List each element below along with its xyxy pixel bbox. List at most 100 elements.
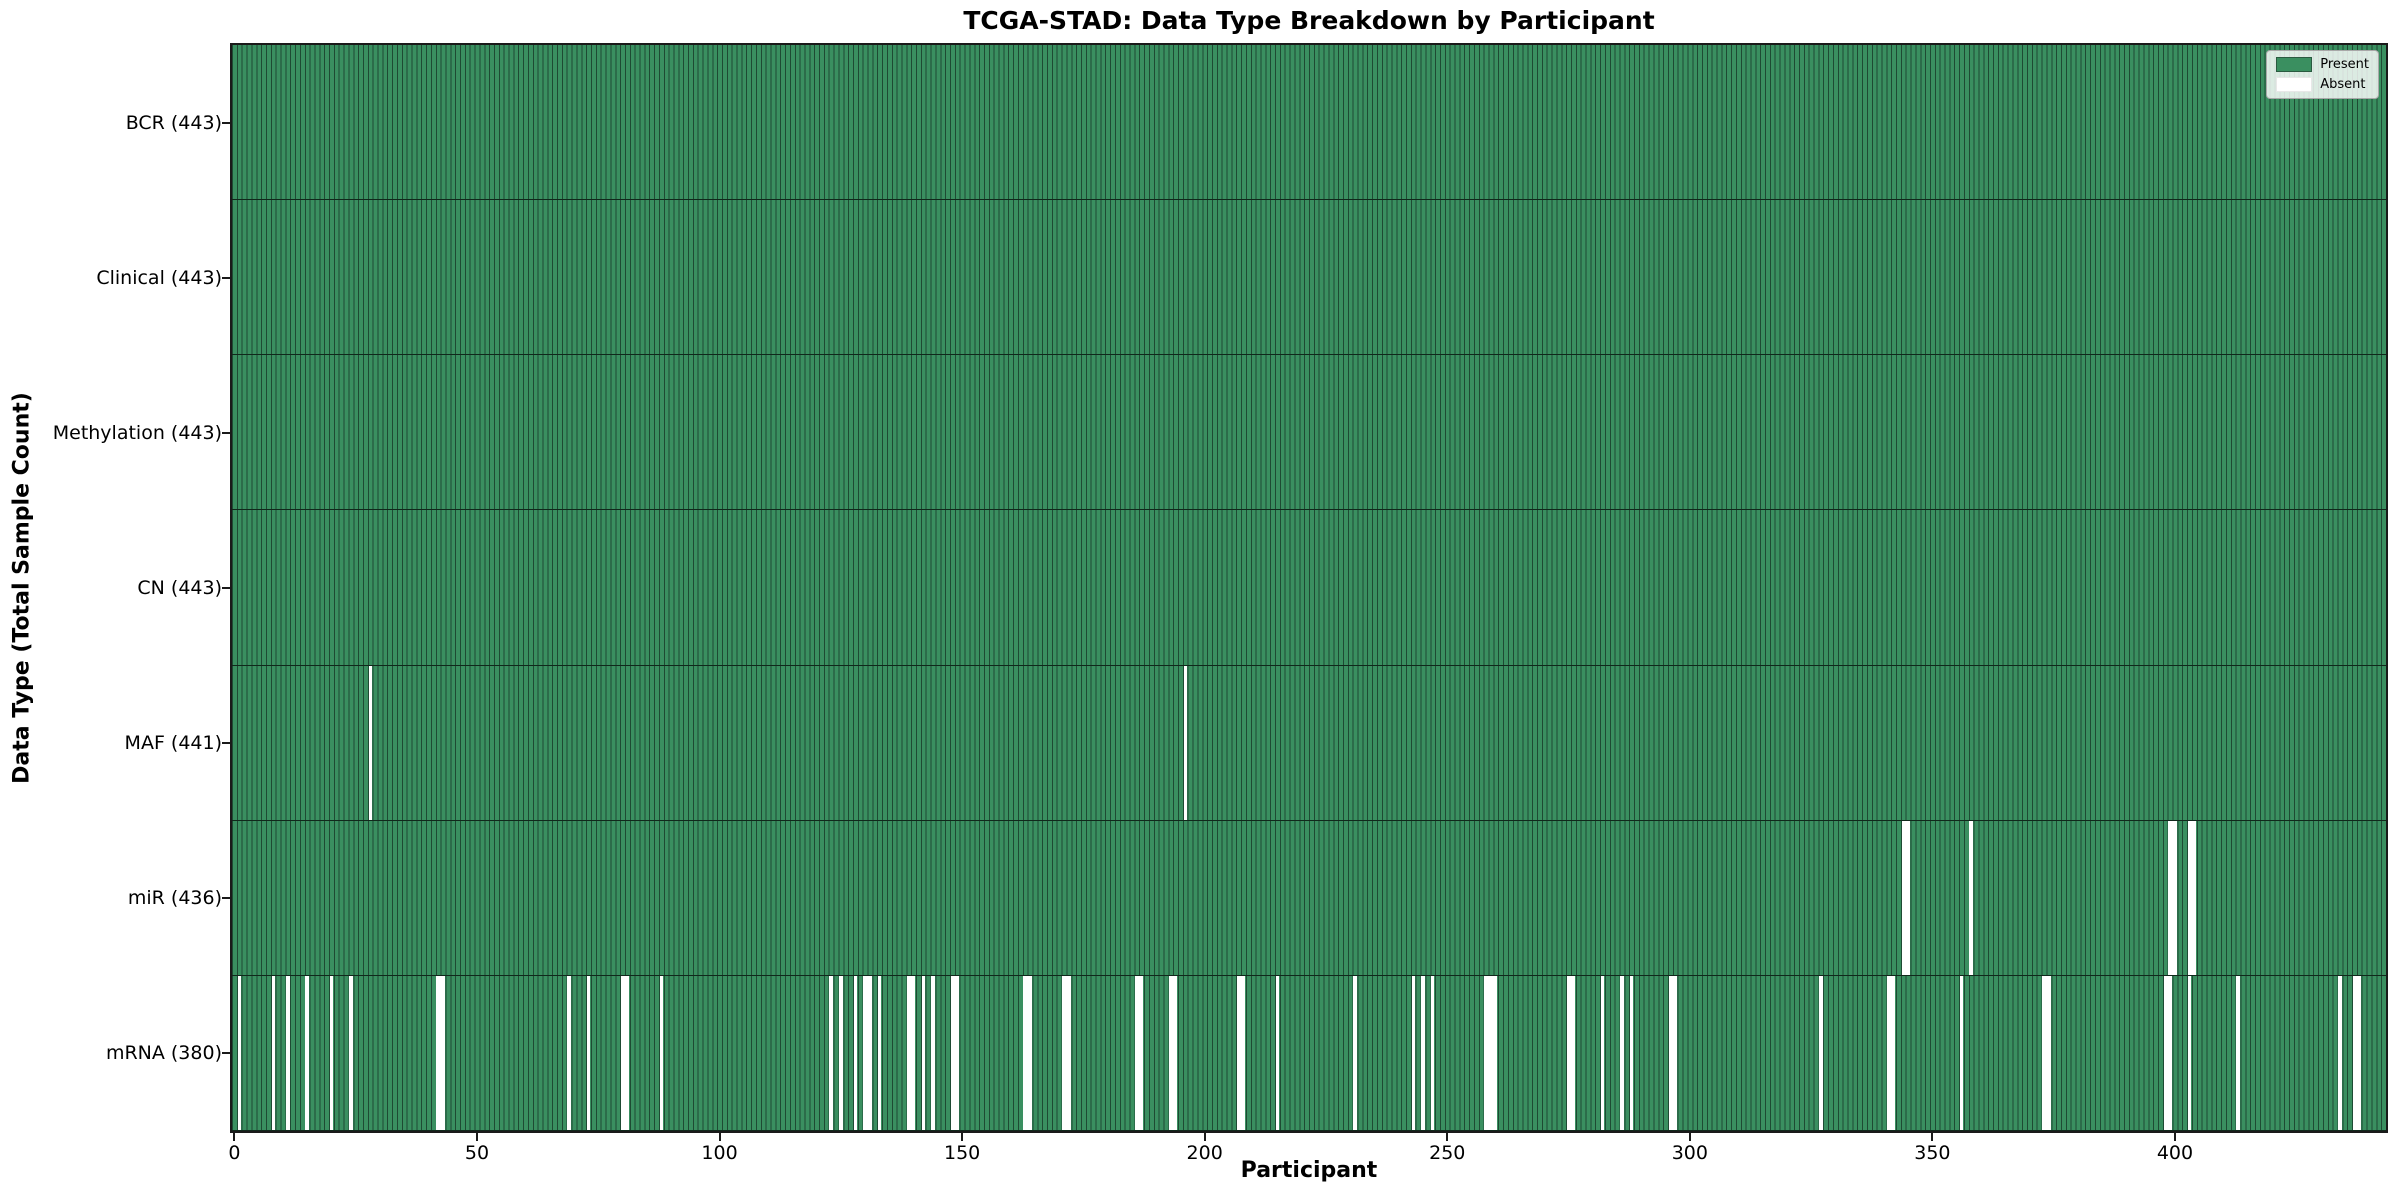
x-tick-label-400: 400 — [2156, 1142, 2194, 1164]
absent-cell-miR-399 — [2168, 820, 2177, 975]
absent-cell-mRNA-88 — [659, 975, 664, 1130]
absent-cell-mRNA-163 — [1023, 975, 1032, 1130]
y-tick-mark-Methylation — [222, 431, 230, 434]
x-tick-mark-50 — [475, 1133, 478, 1141]
legend-entry-absent: Absent — [2276, 77, 2369, 92]
x-tick-mark-150 — [961, 1133, 964, 1141]
absent-cell-mRNA-437 — [2352, 975, 2362, 1130]
x-tick-mark-200 — [1203, 1133, 1206, 1141]
y-tick-label-BCR: BCR (443) — [125, 111, 222, 134]
absent-cell-mRNA-434 — [2338, 975, 2342, 1130]
absent-cell-mRNA-15 — [305, 975, 309, 1130]
legend-absent-swatch — [2276, 77, 2313, 92]
y-tick-mark-BCR — [222, 121, 230, 124]
absent-cell-mRNA-133 — [877, 975, 882, 1130]
absent-cell-mRNA-8 — [271, 975, 275, 1130]
absent-cell-mRNA-128 — [853, 975, 858, 1130]
x-tick-label-100: 100 — [701, 1142, 738, 1164]
legend: Present Absent — [2266, 50, 2379, 99]
absent-cell-mRNA-296 — [1668, 975, 1677, 1130]
absent-cell-mRNA-373 — [2042, 975, 2051, 1130]
chart-title: TCGA-STAD: Data Type Breakdown by Partic… — [963, 6, 1655, 35]
absent-cell-mRNA-130 — [863, 975, 872, 1130]
x-tick-mark-400 — [2173, 1133, 2176, 1141]
y-tick-label-Clinical: Clinical (443) — [96, 266, 222, 289]
heatmap-row-Clinical — [232, 200, 2386, 356]
y-axis-title: Data Type (Total Sample Count) — [9, 392, 35, 784]
x-tick-label-250: 250 — [1429, 1142, 1466, 1164]
absent-cell-mRNA-413 — [2236, 975, 2240, 1130]
absent-cell-mRNA-231 — [1353, 975, 1357, 1130]
x-tick-label-200: 200 — [1186, 1142, 1223, 1164]
absent-cell-mRNA-341 — [1887, 975, 1896, 1130]
heatmap-row-BCR — [232, 45, 2386, 201]
absent-cell-miR-344 — [1901, 820, 1910, 975]
x-tick-mark-0 — [233, 1133, 236, 1141]
absent-cell-mRNA-215 — [1275, 975, 1280, 1130]
x-tick-label-350: 350 — [1914, 1142, 1951, 1164]
absent-cell-mRNA-69 — [567, 975, 571, 1130]
absent-cell-mRNA-171 — [1062, 975, 1071, 1130]
absent-cell-mRNA-73 — [586, 975, 591, 1130]
absent-cell-mRNA-193 — [1169, 975, 1178, 1130]
x-tick-label-50: 50 — [464, 1142, 490, 1164]
plot-area: Present Absent — [230, 43, 2388, 1133]
absent-cell-mRNA-245 — [1421, 975, 1425, 1130]
heatmap-row-CN — [232, 510, 2386, 666]
y-tick-label-CN: CN (443) — [137, 577, 222, 599]
absent-cell-mRNA-327 — [1819, 975, 1823, 1130]
y-tick-mark-mRNA — [222, 1052, 230, 1055]
x-tick-label-150: 150 — [943, 1142, 981, 1164]
absent-cell-mRNA-286 — [1620, 975, 1624, 1130]
heatmap-row-Methylation — [232, 355, 2386, 511]
heatmap-row-mRNA — [232, 975, 2386, 1131]
absent-cell-mRNA-20 — [329, 975, 334, 1130]
absent-cell-mRNA-247 — [1430, 975, 1435, 1130]
y-tick-label-miR: miR (436) — [127, 887, 222, 910]
absent-cell-mRNA-144 — [931, 975, 935, 1130]
y-tick-label-MAF: MAF (441) — [124, 732, 222, 755]
absent-cell-mRNA-243 — [1411, 975, 1416, 1130]
y-tick-mark-Clinical — [222, 276, 230, 279]
absent-cell-mRNA-398 — [2163, 975, 2172, 1130]
x-tick-label-0: 0 — [228, 1142, 241, 1164]
legend-entry-present: Present — [2276, 57, 2369, 72]
absent-cell-mRNA-42 — [436, 975, 445, 1130]
x-axis-title: Participant — [1240, 1158, 1378, 1183]
absent-cell-mRNA-139 — [907, 975, 916, 1130]
heatmap-row-miR — [232, 820, 2386, 976]
x-tick-mark-300 — [1688, 1133, 1691, 1141]
absent-cell-mRNA-125 — [839, 975, 843, 1130]
absent-cell-mRNA-11 — [286, 975, 290, 1130]
absent-cell-mRNA-1 — [237, 975, 241, 1130]
absent-cell-MAF-28 — [368, 665, 372, 820]
x-tick-mark-250 — [1446, 1133, 1449, 1141]
absent-cell-mRNA-258 — [1484, 975, 1498, 1130]
absent-cell-mRNA-207 — [1236, 975, 1246, 1130]
x-tick-mark-350 — [1931, 1133, 1934, 1141]
y-tick-mark-miR — [222, 897, 230, 900]
absent-cell-mRNA-80 — [620, 975, 630, 1130]
x-tick-label-300: 300 — [1671, 1142, 1708, 1164]
y-tick-mark-MAF — [222, 742, 230, 745]
y-tick-mark-CN — [222, 587, 230, 589]
absent-cell-mRNA-288 — [1629, 975, 1634, 1130]
absent-cell-miR-358 — [1969, 820, 1973, 975]
absent-cell-mRNA-24 — [349, 975, 353, 1130]
legend-absent-label: Absent — [2320, 76, 2366, 92]
x-tick-mark-100 — [718, 1133, 721, 1141]
absent-cell-MAF-196 — [1183, 665, 1187, 820]
absent-cell-mRNA-123 — [829, 975, 833, 1130]
legend-present-swatch — [2276, 57, 2313, 72]
heatmap-row-MAF — [232, 665, 2386, 821]
absent-cell-miR-403 — [2187, 820, 2197, 975]
absent-cell-mRNA-186 — [1135, 975, 1144, 1130]
absent-cell-mRNA-282 — [1600, 975, 1605, 1130]
absent-cell-mRNA-148 — [950, 975, 959, 1130]
absent-cell-mRNA-275 — [1566, 975, 1576, 1130]
absent-cell-mRNA-142 — [921, 975, 926, 1130]
legend-present-label: Present — [2320, 56, 2369, 72]
absent-cell-mRNA-403 — [2187, 975, 2192, 1130]
absent-cell-mRNA-356 — [1959, 975, 1964, 1130]
